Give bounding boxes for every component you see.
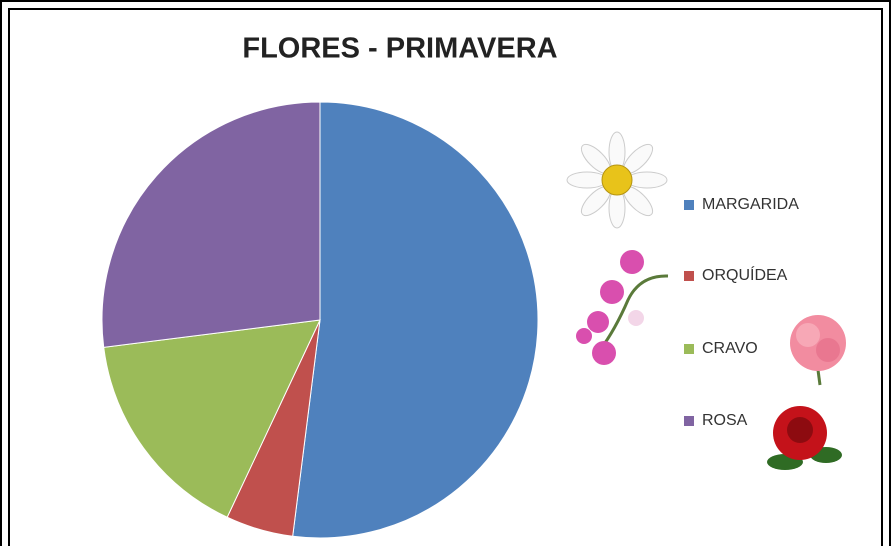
chart-title: FLORES - PRIMAVERA <box>242 33 557 65</box>
legend-label: MARGARIDA <box>702 196 799 213</box>
legend-label: ORQUÍDEA <box>702 265 788 284</box>
legend-label: ROSA <box>702 412 748 429</box>
legend-swatch <box>684 271 694 281</box>
daisy-icon <box>567 132 667 228</box>
legend-swatch <box>684 344 694 354</box>
chart: FLORES - PRIMAVERA MARGARIDAORQUÍDEACR <box>0 0 891 546</box>
legend-swatch <box>684 416 694 426</box>
legend-label: CRAVO <box>702 340 758 357</box>
legend-swatch <box>684 200 694 210</box>
pie <box>102 102 538 538</box>
